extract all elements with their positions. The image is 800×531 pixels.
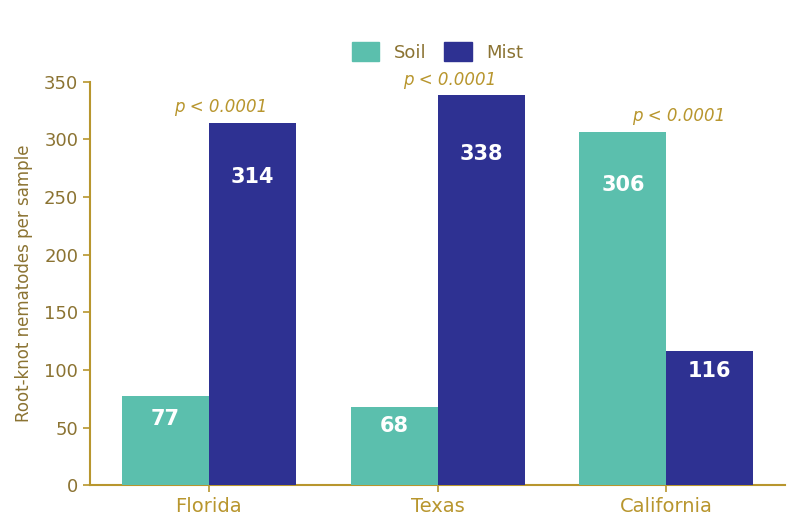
Bar: [122, 397, 209, 485]
Text: 116: 116: [688, 362, 732, 381]
Bar: [350, 407, 438, 485]
Text: 77: 77: [150, 408, 180, 429]
Bar: [209, 123, 296, 485]
Text: 306: 306: [602, 175, 645, 195]
Y-axis label: Root-knot nematodes per sample: Root-knot nematodes per sample: [15, 144, 33, 422]
Text: p < 0.0001: p < 0.0001: [174, 98, 267, 116]
Text: p < 0.0001: p < 0.0001: [632, 107, 725, 125]
Text: 68: 68: [379, 416, 409, 436]
Bar: [666, 352, 754, 485]
Text: p < 0.0001: p < 0.0001: [402, 71, 496, 89]
Legend: Soil, Mist: Soil, Mist: [352, 42, 523, 62]
Text: 314: 314: [230, 167, 274, 187]
Bar: [438, 96, 525, 485]
Bar: [579, 132, 666, 485]
Text: 338: 338: [459, 144, 503, 164]
